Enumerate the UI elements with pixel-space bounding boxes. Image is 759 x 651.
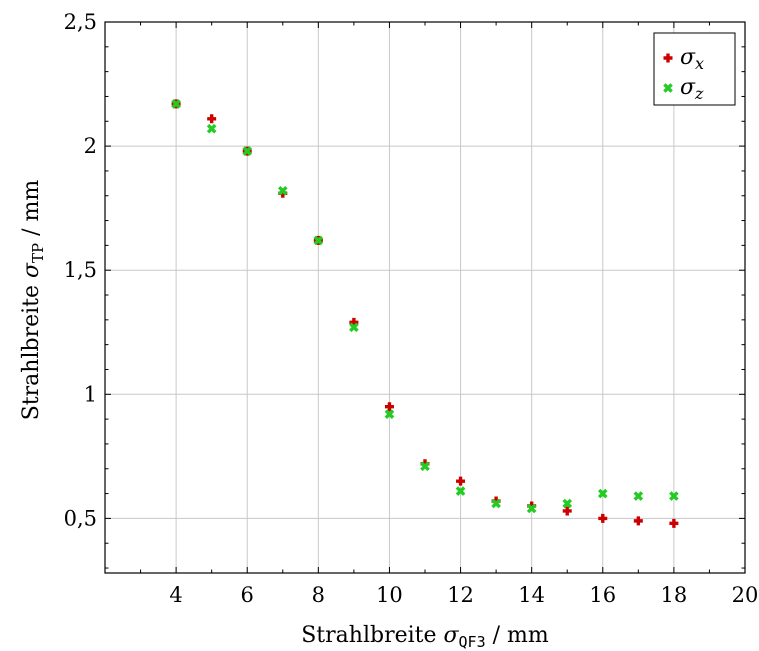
legend-marker-sigma-z: [663, 83, 673, 93]
data-point-sigma-x: [456, 476, 466, 486]
data-point-sigma-z: [420, 461, 430, 472]
x-tick-label: 10: [376, 583, 403, 607]
data-point-sigma-x: [562, 506, 572, 516]
x-tick-label: 16: [589, 583, 616, 607]
data-point-sigma-x: [669, 518, 679, 528]
data-markers: [171, 99, 679, 528]
grid: [105, 22, 745, 573]
data-point-sigma-z: [171, 99, 181, 109]
y-tick-label: 0,5: [64, 506, 97, 530]
x-axis-label: Strahlbreite σQF3 / mm: [301, 623, 549, 651]
data-point-sigma-z: [206, 123, 217, 134]
x-tick-label: 4: [169, 583, 182, 607]
data-point-sigma-z: [242, 146, 253, 156]
y-tick-label: 2,5: [64, 10, 97, 34]
legend: σx σz: [653, 32, 736, 106]
data-point-sigma-z: [669, 491, 679, 501]
x-tick-label: 18: [661, 583, 688, 607]
legend-box: [653, 32, 736, 106]
data-point-sigma-z: [384, 409, 395, 419]
data-point-sigma-x: [207, 114, 217, 124]
legend-marker-plus: [663, 53, 673, 63]
tick-labels: 4 6 8 10 12 14 16 18 20 0,5 1 1,5 2 2,5: [64, 10, 759, 607]
data-point-sigma-x: [633, 516, 643, 526]
data-point-sigma-z: [597, 488, 608, 499]
x-tick-label: 14: [518, 583, 545, 607]
data-point-sigma-z: [491, 498, 501, 509]
y-tick-label: 1: [84, 382, 97, 406]
y-tick-label: 2: [84, 134, 97, 158]
x-tick-label: 20: [732, 583, 759, 607]
x-tick-label: 6: [241, 583, 254, 607]
data-point-sigma-z: [349, 322, 359, 333]
data-point-sigma-z: [277, 185, 288, 196]
data-point-sigma-x: [598, 513, 608, 523]
legend-entry-sigma-z: σz: [680, 75, 704, 103]
plot-frame: [104, 21, 746, 574]
x-tick-label: 12: [447, 583, 474, 607]
legend-marker-sigma-x: [663, 53, 673, 63]
legend-marker-cross: [663, 83, 673, 93]
x-tick-label: 8: [312, 583, 325, 607]
data-point-sigma-z: [562, 498, 573, 509]
y-axis-label: Strahlbreite σTP / mm: [19, 180, 47, 421]
data-point-sigma-z: [313, 235, 324, 246]
data-point-sigma-z: [633, 491, 644, 501]
axis-ticks: [105, 21, 746, 573]
data-point-sigma-z: [455, 486, 466, 496]
data-point-sigma-z: [526, 503, 537, 514]
y-tick-label: 1,5: [64, 258, 97, 282]
legend-entry-sigma-x: σx: [680, 45, 704, 73]
data-point-sigma-x: [384, 402, 394, 412]
